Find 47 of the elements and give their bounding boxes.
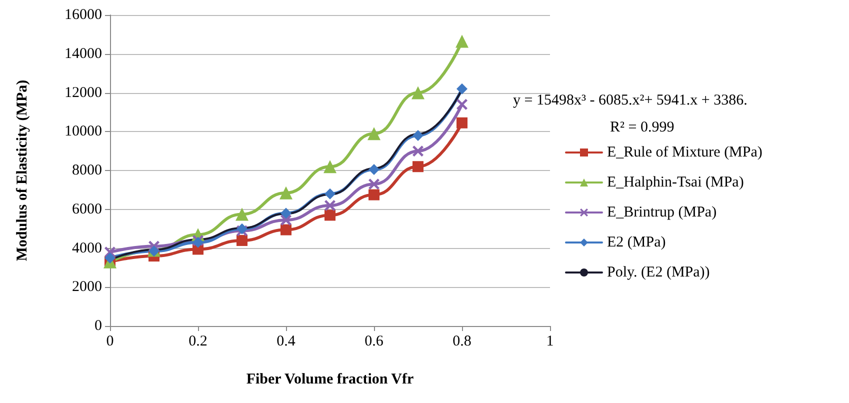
- point: [456, 83, 468, 94]
- y-tick-label: 2000: [72, 279, 102, 296]
- point: [412, 86, 424, 100]
- point: [368, 189, 380, 200]
- x-tick-label: 0.2: [188, 334, 208, 350]
- point: [236, 208, 248, 221]
- point: [280, 224, 292, 236]
- x-tick-label: 0.6: [364, 334, 384, 350]
- legend-label: E_Rule of Mixture (MPa): [607, 144, 762, 160]
- y-tick-label: 16000: [64, 7, 102, 23]
- point: [368, 127, 380, 140]
- point: [324, 200, 336, 211]
- x-tick-label: 0.4: [276, 334, 296, 350]
- legend-label: E_Brintrup (MPa): [607, 204, 717, 220]
- point: [104, 252, 116, 264]
- x-tick-label: 1: [546, 334, 554, 350]
- point: [456, 117, 468, 128]
- x-tick-label: 0.8: [452, 334, 472, 350]
- point: [412, 161, 424, 172]
- point: [280, 208, 292, 219]
- y-tick-label: 6000: [72, 201, 102, 218]
- text: R² = 0.999: [610, 120, 674, 136]
- point: [324, 160, 336, 174]
- y-axis-title: Modulus of Elasticity (MPa): [14, 80, 30, 262]
- point: [368, 178, 380, 190]
- y-tick-label: 14000: [64, 46, 102, 62]
- y-tick-label: 0: [94, 318, 102, 334]
- x-axis-title: Fiber Volume fraction Vfr: [246, 372, 414, 388]
- point: [456, 98, 468, 110]
- point: [324, 210, 336, 221]
- legend-label: E2 (MPa): [607, 234, 666, 250]
- point: [324, 188, 336, 200]
- y-tick-label: 12000: [64, 84, 102, 101]
- point: [280, 214, 292, 226]
- x-tick-label: 0: [106, 334, 114, 350]
- annotation: y = 15498x³ - 6085.x²+ 5941.x + 3386.: [513, 92, 748, 108]
- point: [412, 146, 424, 157]
- point: [412, 130, 424, 142]
- legend-label: Poly. (E2 (MPa)): [607, 264, 710, 280]
- y-tick-label: 8000: [72, 162, 102, 178]
- y-tick-label: 10000: [64, 124, 102, 140]
- point: [368, 164, 380, 176]
- y-tick-label: 4000: [72, 240, 102, 256]
- legend-label: E_Halphin-Tsai (MPa): [607, 174, 744, 190]
- point: [280, 186, 292, 200]
- point: [456, 34, 468, 48]
- point: [236, 234, 248, 246]
